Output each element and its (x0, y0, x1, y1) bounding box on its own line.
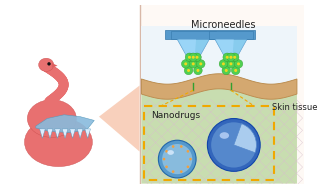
Circle shape (222, 62, 225, 65)
Circle shape (188, 56, 191, 59)
Circle shape (189, 53, 197, 61)
Circle shape (222, 66, 231, 75)
Ellipse shape (167, 150, 174, 155)
Text: Microneedles: Microneedles (191, 19, 256, 29)
Circle shape (211, 122, 256, 168)
Circle shape (182, 60, 190, 68)
Circle shape (165, 150, 168, 153)
Circle shape (180, 170, 182, 173)
Circle shape (227, 60, 235, 68)
Circle shape (196, 69, 200, 72)
Polygon shape (99, 86, 140, 152)
Circle shape (227, 53, 235, 61)
Circle shape (187, 166, 189, 168)
Polygon shape (36, 115, 94, 133)
Circle shape (189, 60, 197, 68)
Circle shape (172, 170, 174, 173)
Ellipse shape (39, 58, 54, 71)
Circle shape (189, 158, 192, 160)
Polygon shape (52, 63, 57, 68)
Polygon shape (215, 39, 247, 64)
Circle shape (219, 60, 228, 68)
Circle shape (185, 53, 194, 61)
Circle shape (229, 62, 233, 65)
Polygon shape (40, 129, 45, 138)
Circle shape (234, 69, 237, 72)
Text: Nanodrugs: Nanodrugs (151, 111, 200, 120)
Circle shape (180, 145, 182, 148)
Polygon shape (55, 129, 60, 138)
Circle shape (199, 62, 202, 65)
FancyBboxPatch shape (209, 31, 254, 39)
Polygon shape (141, 89, 297, 184)
FancyBboxPatch shape (171, 31, 216, 39)
Circle shape (47, 62, 51, 66)
Circle shape (229, 56, 233, 59)
Circle shape (207, 119, 260, 171)
Circle shape (234, 60, 243, 68)
Circle shape (233, 56, 236, 59)
Circle shape (184, 66, 193, 75)
Circle shape (165, 166, 168, 168)
Ellipse shape (27, 100, 76, 137)
FancyBboxPatch shape (141, 5, 305, 184)
Polygon shape (77, 129, 83, 138)
Circle shape (192, 62, 195, 65)
Circle shape (163, 158, 165, 160)
Polygon shape (47, 129, 53, 138)
Circle shape (223, 53, 231, 61)
Circle shape (187, 150, 189, 153)
Circle shape (231, 53, 239, 61)
Polygon shape (85, 129, 90, 138)
Circle shape (237, 62, 240, 65)
Circle shape (184, 62, 187, 65)
Polygon shape (178, 39, 196, 64)
Circle shape (195, 56, 199, 59)
Circle shape (194, 66, 202, 75)
Wedge shape (234, 124, 256, 153)
Circle shape (192, 56, 195, 59)
Polygon shape (177, 39, 209, 64)
Circle shape (158, 140, 196, 178)
Circle shape (172, 145, 174, 148)
Circle shape (226, 56, 229, 59)
Polygon shape (62, 129, 68, 138)
Circle shape (187, 69, 190, 72)
Polygon shape (70, 129, 75, 138)
Ellipse shape (220, 132, 229, 139)
FancyBboxPatch shape (141, 26, 297, 88)
Text: Skin tissue: Skin tissue (272, 102, 318, 112)
Polygon shape (216, 39, 234, 64)
Ellipse shape (25, 118, 92, 167)
FancyBboxPatch shape (165, 30, 255, 39)
Circle shape (225, 69, 228, 72)
Circle shape (197, 60, 205, 68)
Circle shape (193, 53, 201, 61)
Polygon shape (141, 74, 297, 99)
Circle shape (231, 66, 240, 75)
Circle shape (162, 144, 192, 174)
FancyBboxPatch shape (0, 5, 140, 184)
